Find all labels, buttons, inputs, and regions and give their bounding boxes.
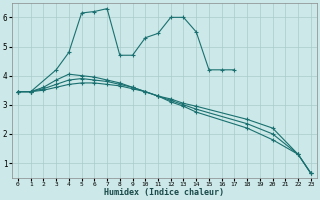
X-axis label: Humidex (Indice chaleur): Humidex (Indice chaleur) [104, 188, 224, 197]
